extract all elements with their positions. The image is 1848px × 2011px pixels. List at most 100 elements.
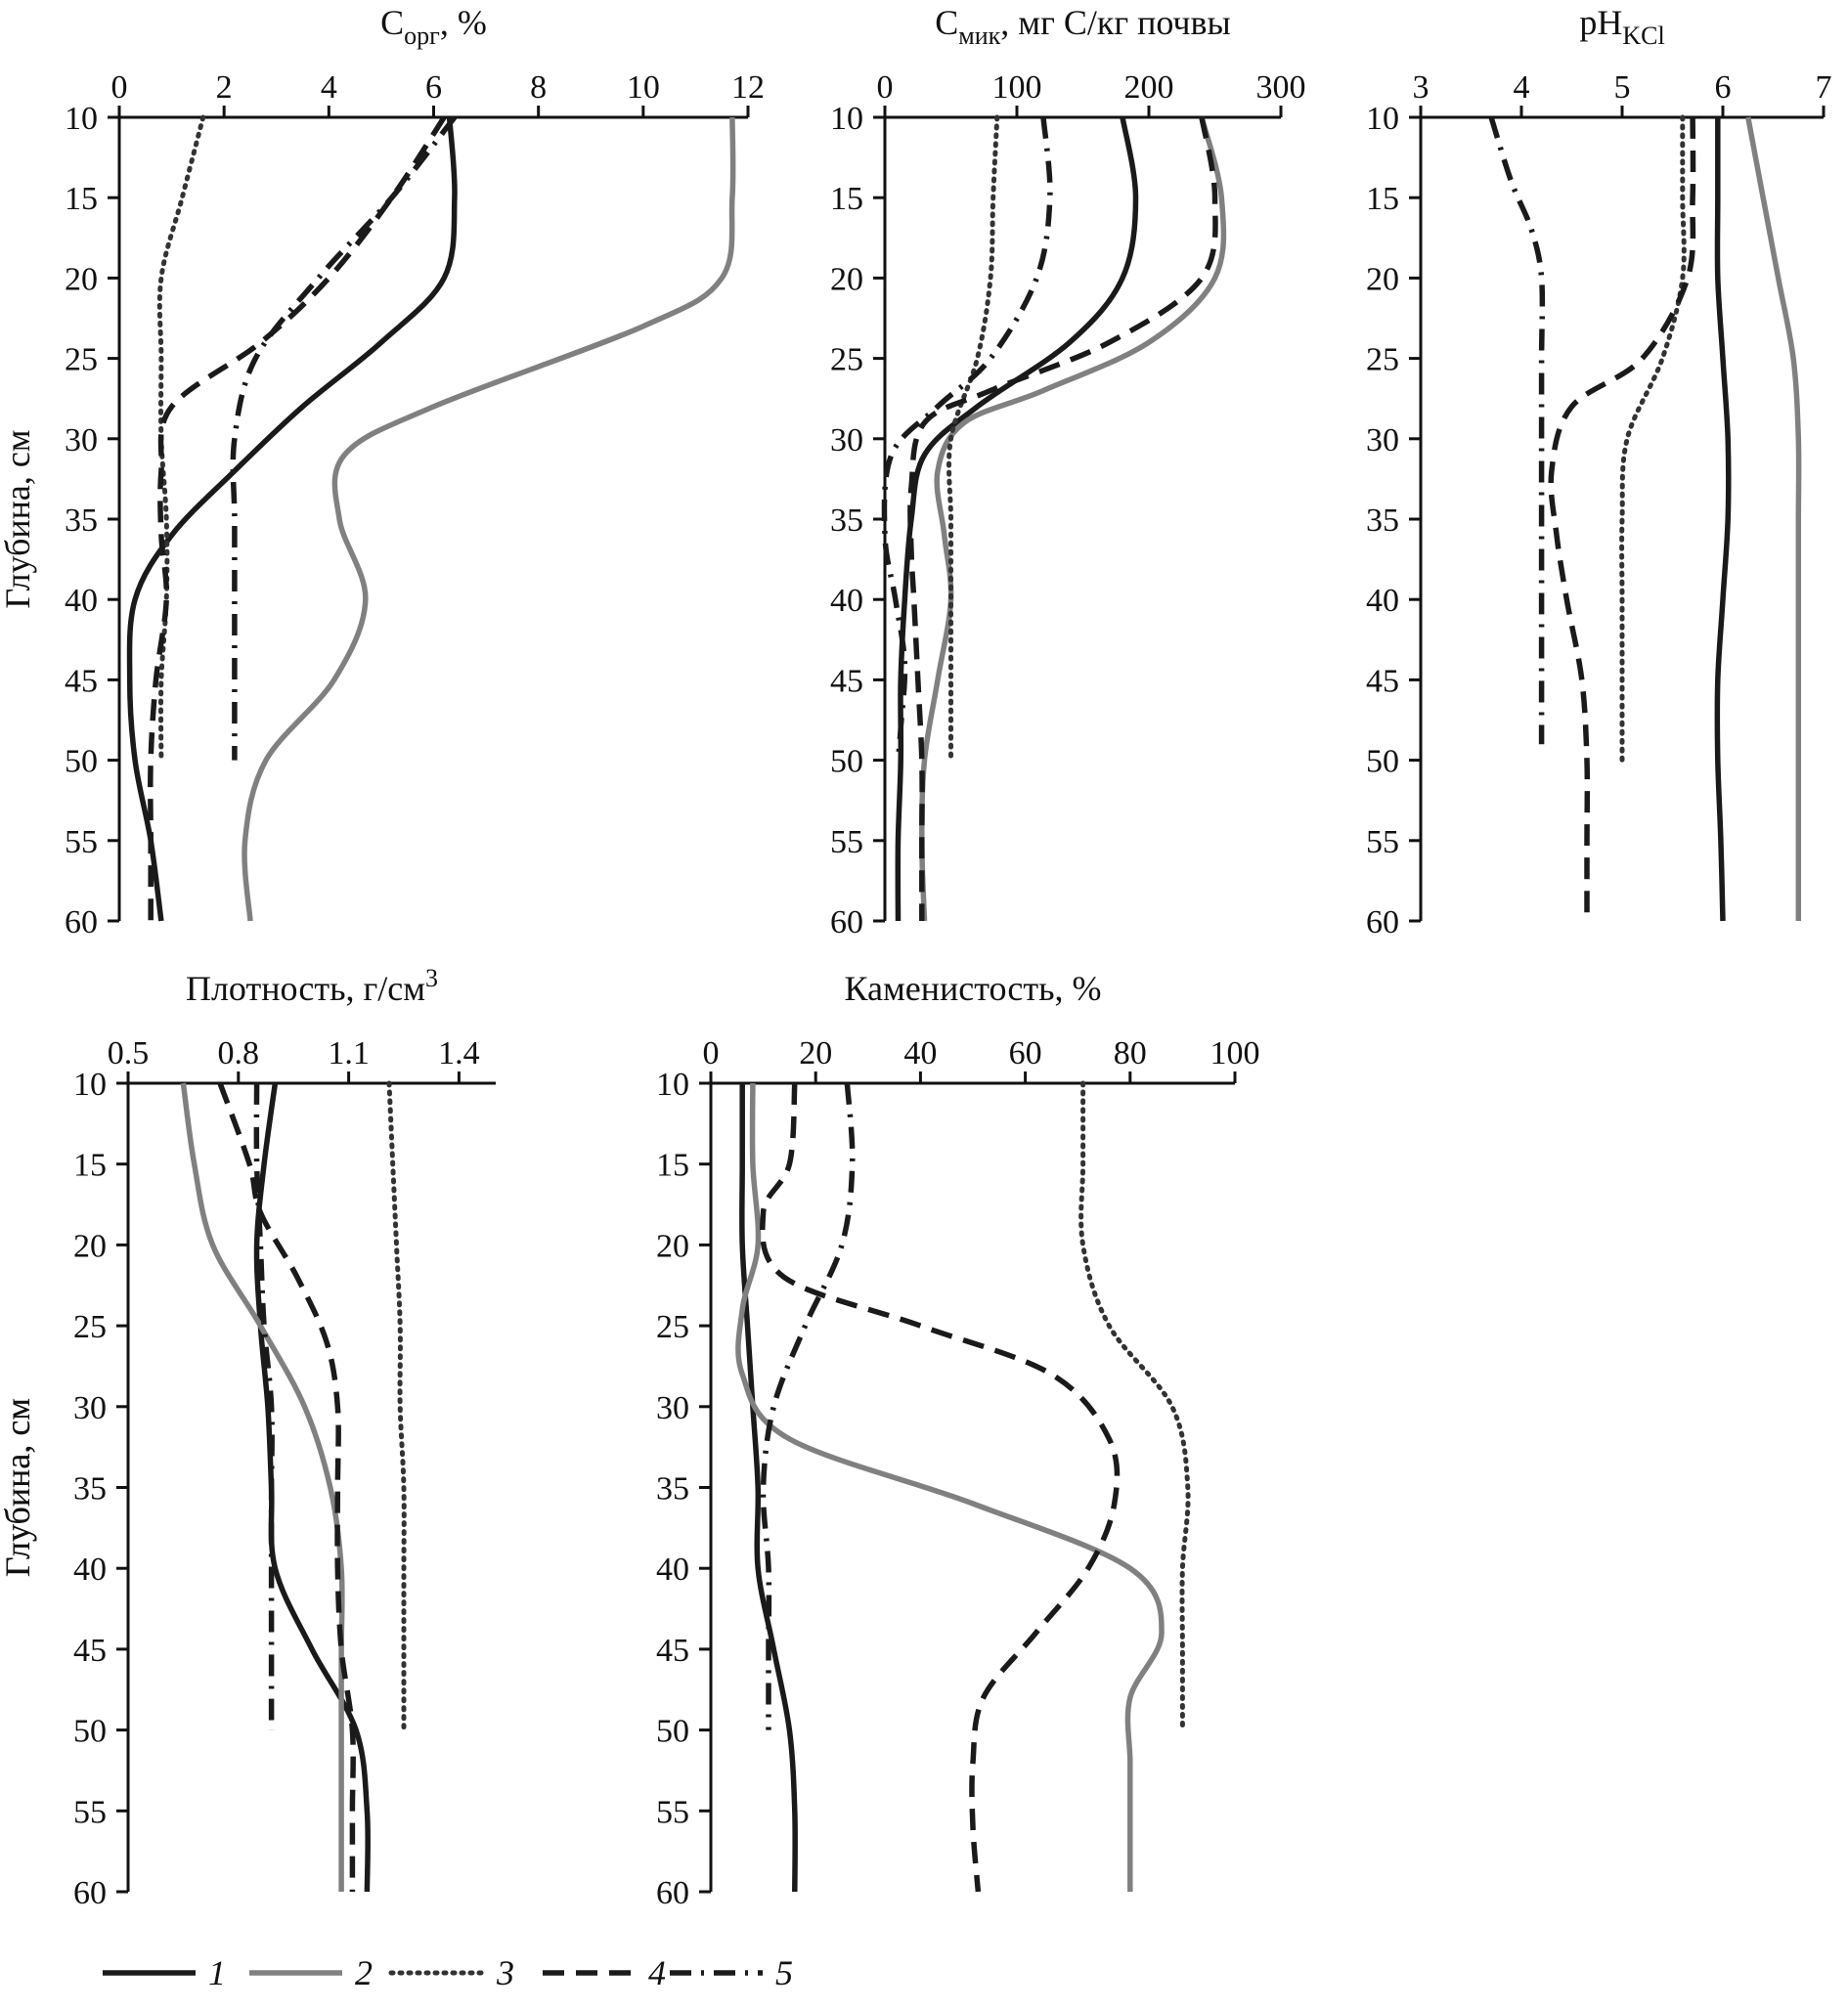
series-line-3 [156,114,206,764]
y-tick-label: 15 [65,181,98,217]
y-tick-label: 60 [73,1875,107,1911]
y-tick-label: 35 [830,503,863,539]
y-tick-label: 25 [830,342,863,378]
legend-label-5: 5 [775,1953,793,1992]
y-tick-label: 25 [1366,342,1399,378]
y-tick-label: 20 [656,1228,689,1264]
series-line-2 [735,1082,1165,1892]
y-tick-label: 55 [830,824,863,860]
x-tick-label: 3 [1413,69,1430,106]
y-tick-label: 45 [656,1633,689,1669]
y-tick-label: 30 [1366,422,1399,459]
y-tick-label: 10 [656,1067,689,1103]
legend-label-2: 2 [355,1953,373,1992]
x-tick-label: 2 [216,69,233,106]
panel-2: 0 100 200 300 10 15 20 25 30 35 40 45 50 55 60 Cмик, мг… [830,3,1306,940]
series-line-2 [919,116,1227,922]
y-tick-label: 35 [73,1471,107,1508]
x-tick-label: 6 [1715,69,1732,106]
y-tick-label: 45 [830,663,863,699]
series-line-3 [1619,114,1687,764]
x-tick-label: 5 [1614,69,1631,106]
legend: 1 2 3 4 5 [103,1953,793,1992]
series-line-4 [217,1082,356,1892]
x-tick-label: 1.1 [328,1035,370,1071]
y-tick-label: 50 [656,1714,689,1750]
y-tick-label: 10 [830,101,863,137]
x-tick-label: 4 [1514,69,1530,106]
y-tick-label: 25 [73,1309,107,1345]
series-line-1 [895,116,1139,922]
x-tick-label: 0 [111,69,128,106]
y-axis-label: Глубина, см [0,1398,37,1577]
legend-label-1: 1 [208,1953,226,1992]
panel-title: Каменистость, % [844,969,1101,1008]
x-tick-label: 100 [1210,1035,1260,1071]
x-tick-label: 40 [903,1035,937,1071]
y-tick-label: 20 [65,261,98,297]
series-line-1 [126,116,458,922]
y-axis-label: Глубина, см [0,1398,37,1577]
y-tick-label: 30 [830,422,863,459]
y-tick-label: 40 [1366,583,1399,619]
panel-title: pHKCl [1579,3,1664,50]
y-tick-label: 45 [65,663,98,699]
x-tick-label: 80 [1114,1035,1147,1071]
y-tick-label: 15 [656,1148,689,1184]
x-tick-label: 100 [992,69,1042,106]
y-tick-label: 20 [830,261,863,297]
y-tick-label: 40 [73,1552,107,1588]
y-tick-label: 55 [65,824,98,860]
y-tick-label: 10 [73,1067,107,1103]
y-tick-label: 35 [65,503,98,539]
y-tick-label: 20 [73,1228,107,1264]
x-tick-label: 1.4 [438,1035,480,1071]
y-tick-label: 60 [1366,904,1399,940]
panel-4: 0.5 0.8 1.1 1.4 10 15 20 25 30 35 40 45 50 55 60 Плотно… [0,964,496,1911]
series-line-4 [907,116,1218,921]
x-tick-label: 20 [799,1035,832,1071]
series-line-3 [1078,1080,1191,1733]
x-tick-label: 6 [425,69,442,106]
y-tick-label: 50 [73,1714,107,1750]
y-tick-label: 15 [1366,181,1399,217]
series-line-5 [881,116,1053,761]
x-tick-label: 300 [1256,69,1306,106]
y-tick-label: 25 [65,342,98,378]
y-tick-label: 10 [65,101,98,137]
y-tick-label: 45 [1366,663,1399,699]
x-tick-label: 0 [877,69,894,106]
y-tick-label: 40 [65,583,98,619]
y-tick-label: 15 [73,1148,107,1184]
series-line-4 [1548,116,1696,921]
y-tick-label: 45 [73,1633,107,1669]
y-tick-label: 50 [65,744,98,780]
y-tick-label: 40 [830,583,863,619]
y-tick-label: 35 [656,1471,689,1508]
y-tick-label: 60 [830,904,863,940]
series-line-2 [242,116,736,922]
y-tick-label: 25 [656,1309,689,1345]
y-tick-label: 60 [656,1875,689,1911]
series-line-2 [1745,116,1802,921]
legend-label-3: 3 [496,1953,514,1992]
x-tick-label: 12 [731,69,765,106]
series-line-1 [1714,117,1732,922]
series-line-1 [739,1082,798,1893]
y-tick-label: 40 [656,1552,689,1588]
y-tick-label: 30 [656,1390,689,1426]
y-tick-label: 55 [1366,824,1399,860]
series-line-3 [386,1080,407,1733]
y-tick-label: 15 [830,181,863,217]
panel-title: Cорг, % [380,3,487,50]
y-tick-label: 55 [656,1794,689,1830]
y-tick-label: 20 [1366,261,1399,297]
series-line-3 [946,114,1000,764]
y-tick-label: 50 [1366,744,1399,780]
x-tick-label: 200 [1124,69,1174,106]
y-axis-label: Глубина, см [0,429,37,608]
series-line-5 [760,1082,856,1730]
